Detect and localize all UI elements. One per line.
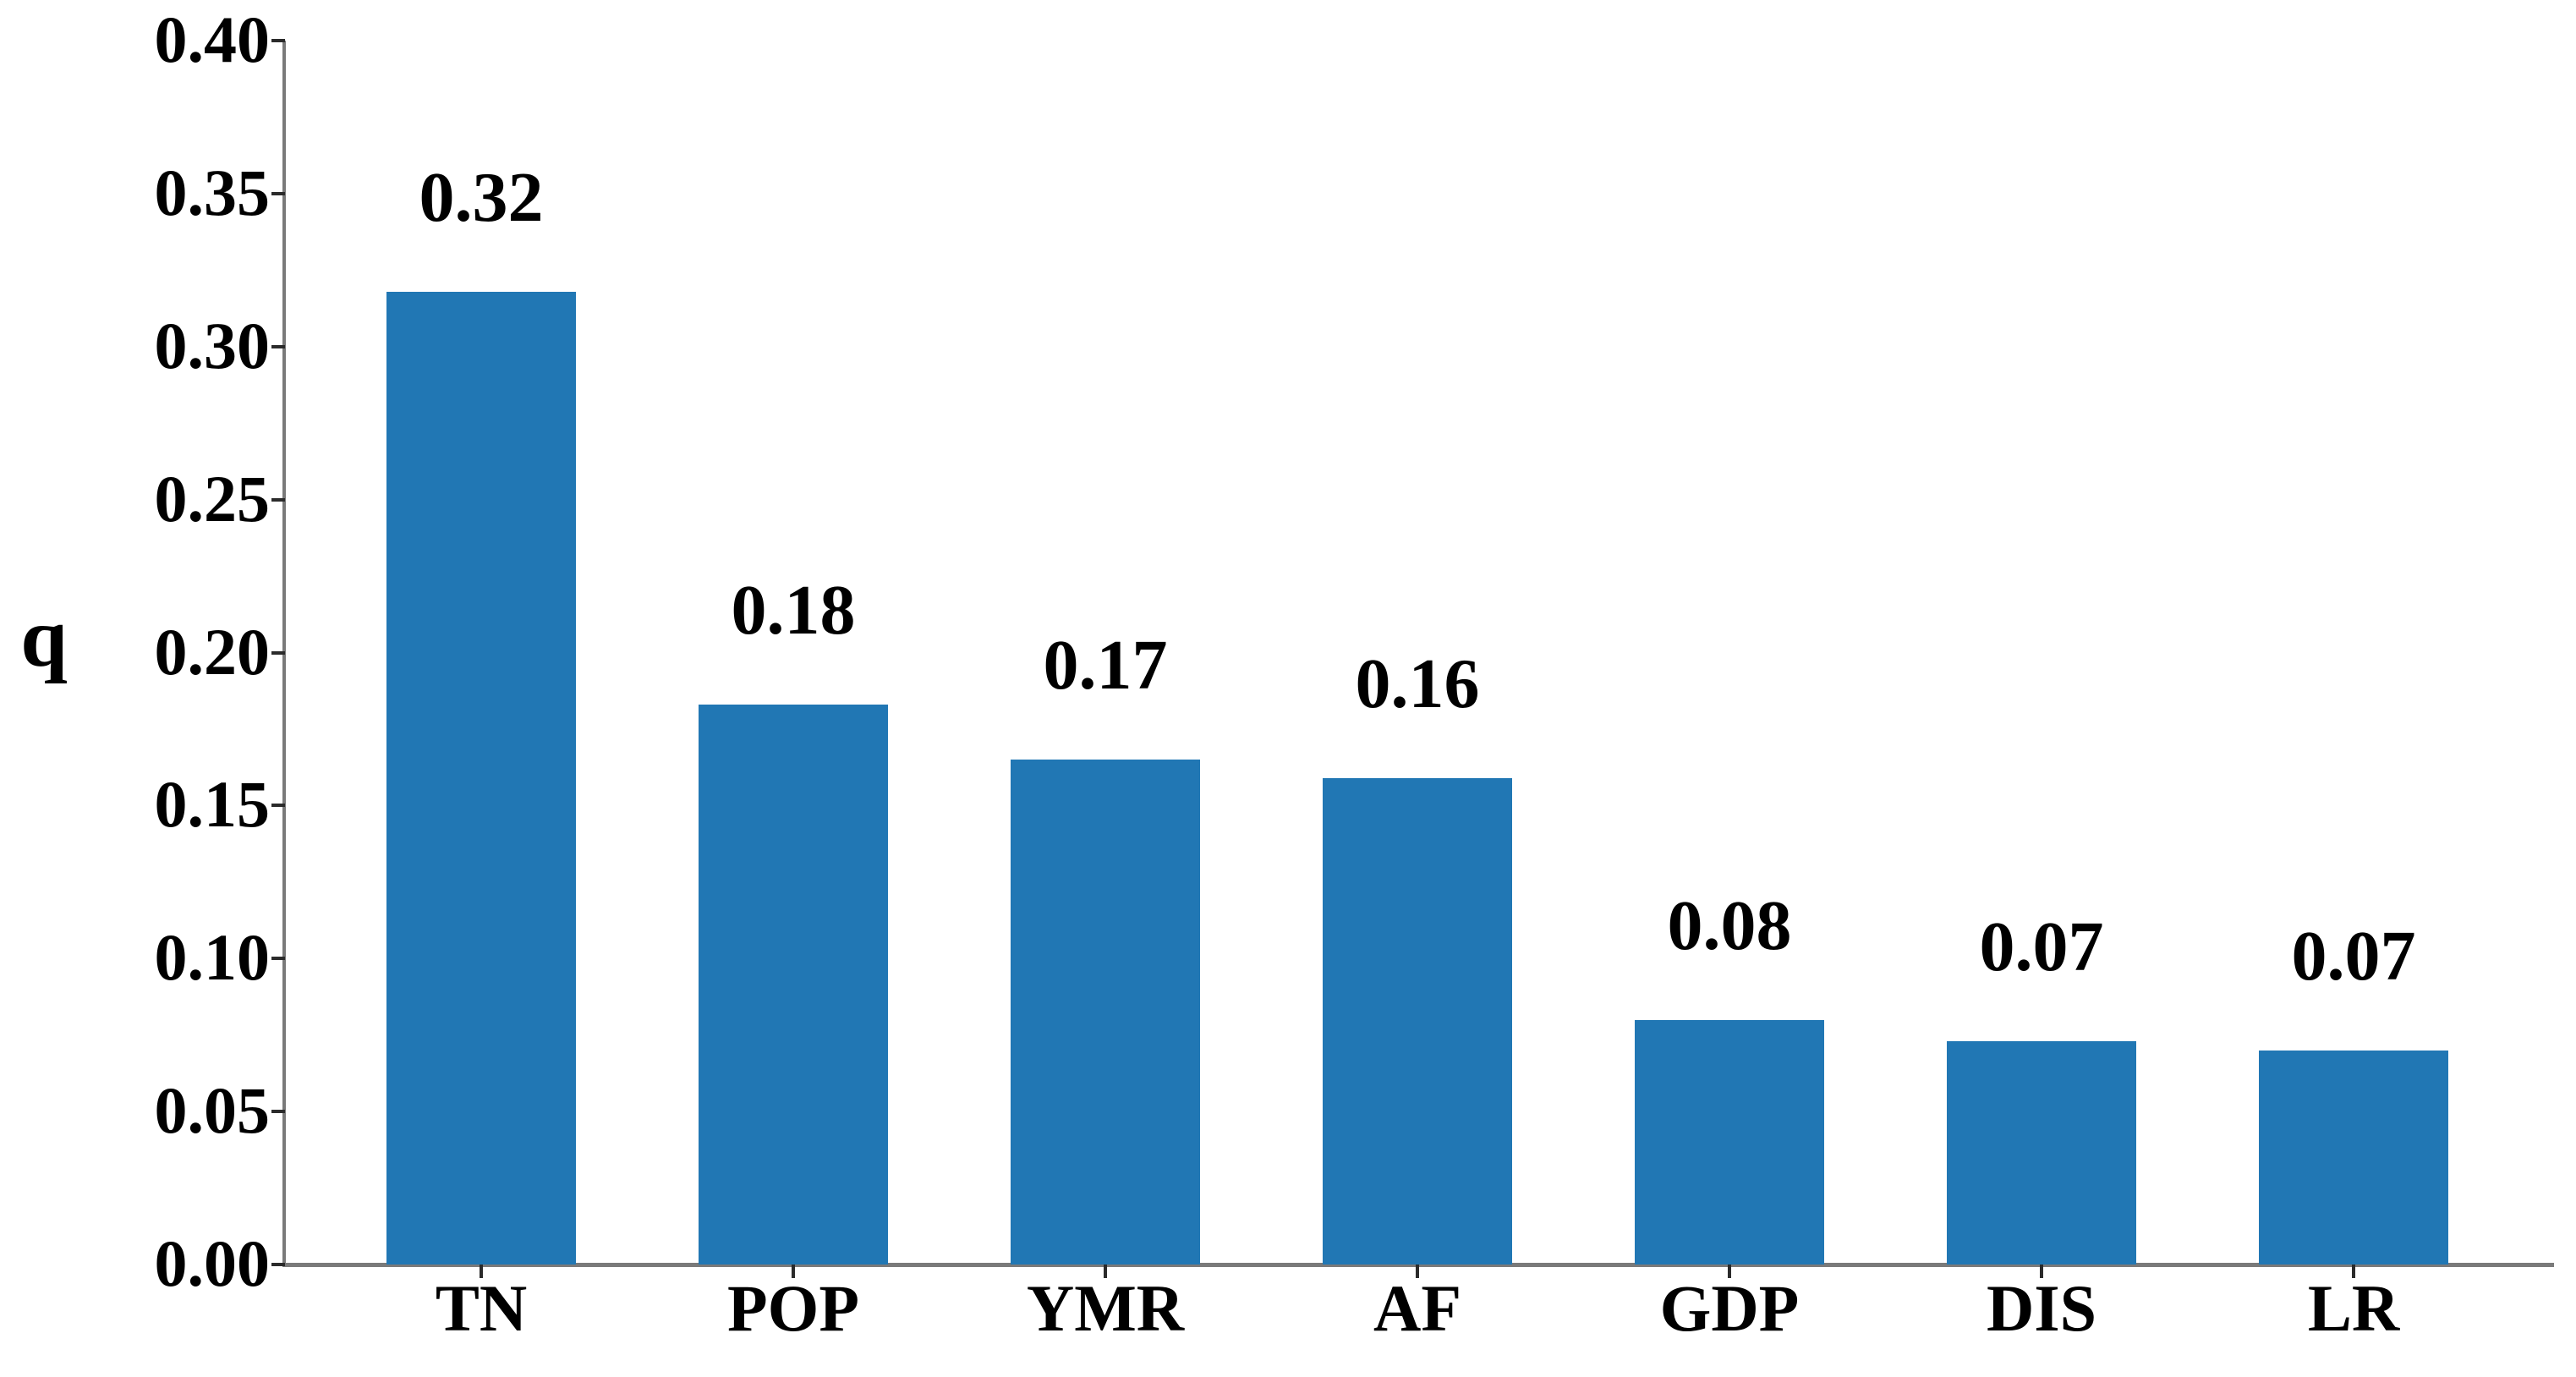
- bar-dis: [1947, 1040, 2136, 1265]
- bar-af: [1323, 777, 1512, 1265]
- bar-tn: [386, 291, 576, 1265]
- bar-value-label: 0.32: [419, 157, 544, 237]
- bar-lr: [2259, 1050, 2448, 1265]
- bar-ymr: [1011, 760, 1200, 1265]
- x-tick-label: GDP: [1659, 1271, 1800, 1345]
- bar-value-label: 0.17: [1043, 626, 1168, 705]
- bar-value-label: 0.16: [1355, 644, 1480, 723]
- x-tick-label: LR: [2307, 1271, 2400, 1345]
- bar-gdp: [1635, 1019, 1824, 1265]
- x-tick-label: AF: [1373, 1271, 1461, 1345]
- x-tick-label: YMR: [1026, 1271, 1185, 1345]
- bar-value-label: 0.07: [2291, 916, 2416, 996]
- y-tick-label: 0.40: [154, 3, 271, 76]
- y-tick-label: 0.20: [154, 614, 271, 688]
- y-tick-mark: [271, 39, 285, 42]
- y-tick-label: 0.15: [154, 767, 271, 842]
- y-tick-mark: [271, 1263, 285, 1266]
- y-axis-title: q: [20, 590, 68, 684]
- x-tick-mark: [480, 1265, 483, 1278]
- y-tick-mark: [271, 191, 285, 195]
- y-tick-mark: [271, 804, 285, 808]
- x-tick-mark: [792, 1265, 795, 1278]
- bar-value-label: 0.08: [1667, 886, 1792, 965]
- bar-value-label: 0.07: [1979, 907, 2104, 986]
- x-tick-mark: [2352, 1265, 2355, 1278]
- y-tick-label: 0.35: [154, 155, 271, 229]
- bar-pop: [699, 704, 888, 1265]
- x-tick-label: DIS: [1986, 1271, 2097, 1345]
- y-tick-label: 0.25: [154, 461, 271, 535]
- y-tick-mark: [271, 650, 285, 655]
- x-tick-label: TN: [435, 1271, 528, 1345]
- x-tick-mark: [1416, 1265, 1419, 1278]
- y-tick-mark: [271, 497, 285, 502]
- y-tick-label: 0.05: [154, 1073, 271, 1148]
- y-tick-mark: [271, 344, 285, 348]
- y-tick-label: 0.00: [154, 1226, 271, 1300]
- bar-value-label: 0.18: [731, 570, 856, 650]
- x-tick-label: POP: [727, 1271, 859, 1345]
- x-tick-mark: [1728, 1265, 1731, 1278]
- x-tick-mark: [1104, 1265, 1107, 1278]
- x-tick-mark: [2040, 1265, 2043, 1278]
- y-tick-mark: [271, 957, 285, 961]
- y-tick-label: 0.10: [154, 920, 271, 995]
- y-tick-label: 0.30: [154, 308, 271, 382]
- y-tick-mark: [271, 1110, 285, 1114]
